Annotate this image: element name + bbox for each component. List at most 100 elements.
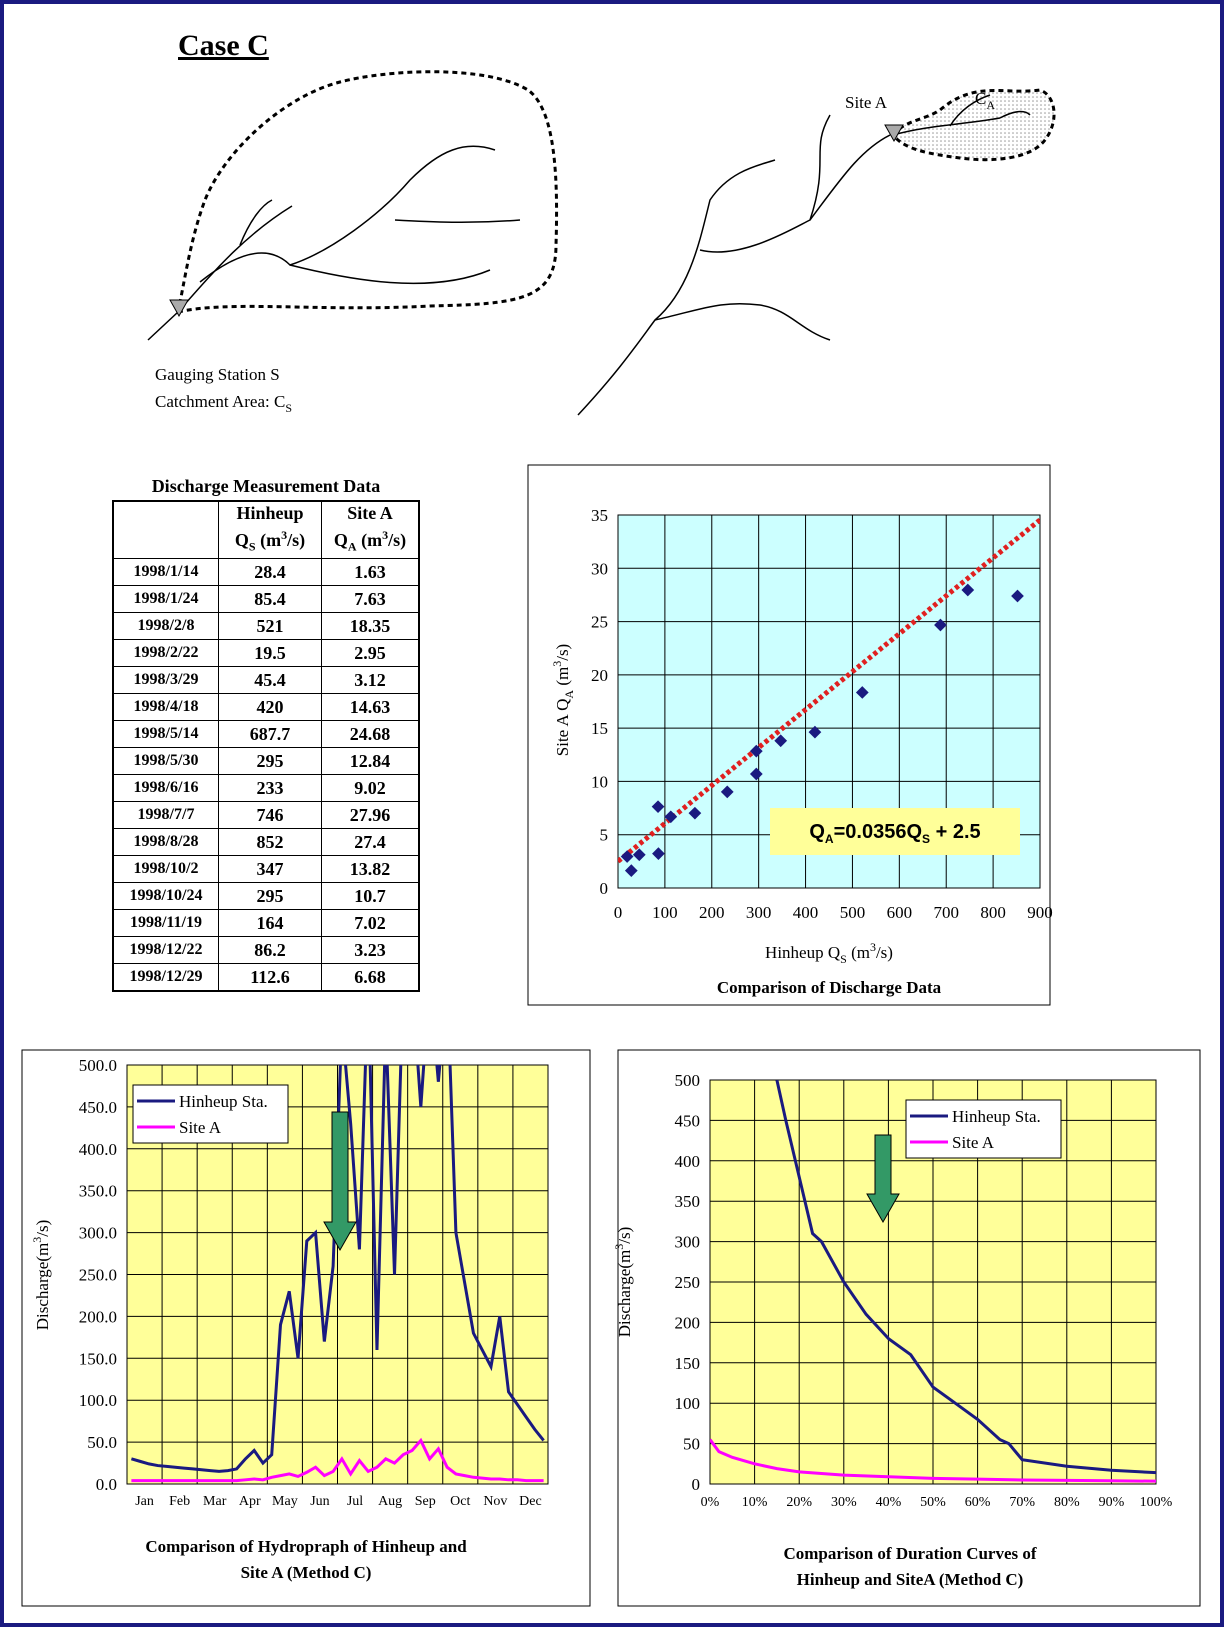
legend-label: Hinheup Sta.: [952, 1107, 1041, 1126]
chart-title: Comparison of Hydropraph of Hinheup and: [145, 1537, 467, 1556]
text-part: Q: [809, 821, 825, 843]
text-part: Catchment Area: C: [155, 392, 285, 411]
header-part: Q: [235, 530, 249, 550]
table-cell: 1.63: [322, 558, 420, 585]
text-part: Discharge(m: [33, 1243, 52, 1331]
table-cell: 1998/2/8: [113, 612, 219, 639]
y-tick-label: 50.0: [87, 1433, 117, 1452]
y-tick-label: 350.0: [79, 1182, 117, 1201]
header-part: (m: [357, 530, 383, 550]
text-part: S: [840, 952, 847, 966]
x-tick-label: Nov: [483, 1494, 507, 1509]
y-tick-label: 250.0: [79, 1266, 117, 1285]
table-cell: 1998/3/29: [113, 666, 219, 693]
x-tick-label: 60%: [965, 1495, 991, 1510]
y-tick-label: 450.0: [79, 1098, 117, 1117]
catchment-label: Catchment Area: CS: [155, 392, 292, 415]
table-title: Discharge Measurement Data: [112, 476, 420, 497]
y-tick-label: 15: [591, 719, 608, 738]
header-part: S: [249, 540, 256, 554]
header-cell: Site AQA (m3/s): [322, 501, 420, 558]
text-part: Hinheup Q: [765, 943, 840, 962]
page: Case C Gauging Station S Catchment Area:…: [0, 0, 1224, 1627]
table-cell: 233: [219, 774, 322, 801]
y-tick-label: 150: [675, 1354, 701, 1373]
y-axis-label: Discharge(m3/s): [30, 1220, 52, 1331]
y-tick-label: 10: [591, 772, 608, 791]
table-cell: 1998/6/16: [113, 774, 219, 801]
text-part: S: [922, 832, 930, 846]
chart-title: Comparison of Discharge Data: [717, 978, 942, 997]
table-cell: 86.2: [219, 936, 322, 963]
table-row: 1998/8/2885227.4: [113, 828, 419, 855]
table-cell: 1998/10/2: [113, 855, 219, 882]
table-cell: 45.4: [219, 666, 322, 693]
text-part: (m: [553, 667, 572, 690]
y-tick-label: 200.0: [79, 1307, 117, 1326]
table-row: 1998/2/2219.52.95: [113, 639, 419, 666]
y-tick-label: 250: [675, 1273, 701, 1292]
header-line: Hinheup: [236, 503, 303, 523]
table-cell: 6.68: [322, 963, 420, 991]
y-tick-label: 100: [675, 1394, 701, 1413]
header-part: A: [348, 540, 357, 554]
text-part: /s): [553, 644, 572, 661]
y-tick-label: 500.0: [79, 1056, 117, 1075]
table-cell: 7.63: [322, 585, 420, 612]
y-tick-label: 5: [600, 826, 609, 845]
table-cell: 14.63: [322, 693, 420, 720]
chart-title: Site A (Method C): [241, 1563, 372, 1582]
y-tick-label: 0: [692, 1475, 701, 1494]
x-tick-label: 0%: [701, 1495, 720, 1510]
x-tick-label: May: [272, 1494, 298, 1509]
header-part: (m: [256, 530, 282, 550]
station-label: Gauging Station S: [155, 365, 280, 384]
text-part: C: [975, 89, 986, 108]
y-tick-label: 450: [675, 1111, 701, 1130]
table-cell: 1998/1/14: [113, 558, 219, 585]
x-tick-label: 90%: [1099, 1495, 1125, 1510]
x-tick-label: Dec: [519, 1494, 542, 1509]
table-cell: 12.84: [322, 747, 420, 774]
x-tick-label: Sep: [415, 1494, 436, 1509]
station-marker: [170, 300, 188, 316]
x-tick-label: 200: [699, 903, 725, 922]
y-tick-label: 0.0: [96, 1475, 117, 1494]
table-row: 1998/2/852118.35: [113, 612, 419, 639]
x-tick-label: 70%: [1009, 1495, 1035, 1510]
x-tick-label: Jul: [347, 1494, 363, 1509]
table: HinheupQS (m3/s)Site AQA (m3/s)1998/1/14…: [112, 500, 420, 992]
x-tick-label: Oct: [450, 1494, 470, 1509]
y-tick-label: 150.0: [79, 1349, 117, 1368]
table-row: 1998/1/2485.47.63: [113, 585, 419, 612]
text-part: Site A Q: [553, 699, 572, 757]
x-tick-label: 800: [980, 903, 1006, 922]
table-cell: 10.7: [322, 882, 420, 909]
table-cell: 1998/12/29: [113, 963, 219, 991]
table-cell: 2.95: [322, 639, 420, 666]
header-part: /s): [388, 530, 406, 550]
table-cell: 27.4: [322, 828, 420, 855]
text-part: Discharge(m: [615, 1250, 634, 1338]
header-line: Site A: [347, 503, 393, 523]
text-part: A: [986, 98, 995, 112]
table-cell: 295: [219, 747, 322, 774]
legend-label: Hinheup Sta.: [179, 1092, 268, 1111]
chart-title: Hinheup and SiteA (Method C): [797, 1570, 1024, 1589]
table-cell: 521: [219, 612, 322, 639]
header-cell: [113, 501, 219, 558]
table-cell: 1998/4/18: [113, 693, 219, 720]
text-part: (m: [847, 943, 870, 962]
table-cell: 746: [219, 801, 322, 828]
page-title: Case C: [178, 29, 269, 62]
y-tick-label: 350: [675, 1192, 701, 1211]
annotation: QA=0.0356QS + 2.5: [809, 821, 980, 846]
site-label: Site A: [845, 93, 888, 112]
